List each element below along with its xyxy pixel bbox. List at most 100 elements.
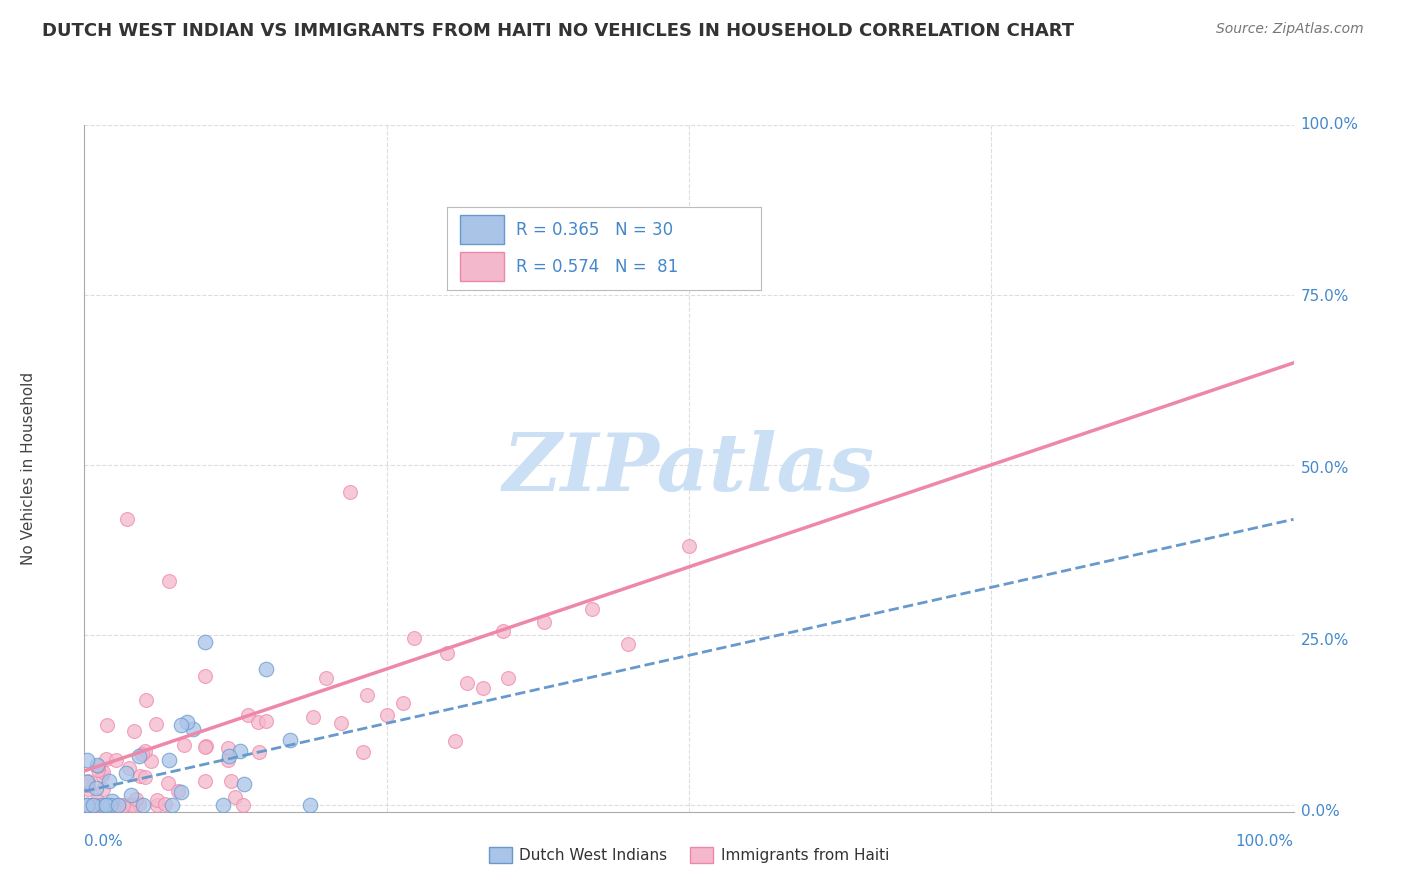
Point (496, 672, 519, 686)
Point (128, 797, 150, 811)
Point (278, 732, 301, 747)
Point (91, 782, 114, 797)
Point (122, 724, 145, 739)
Point (356, 688, 378, 702)
Point (82, 797, 104, 812)
Point (247, 745, 270, 759)
Point (232, 797, 254, 812)
Text: 25.0%: 25.0% (1301, 632, 1348, 648)
Point (86, 793, 108, 807)
Point (91, 764, 114, 779)
Point (392, 696, 415, 710)
Point (436, 647, 458, 661)
Point (194, 669, 217, 683)
Text: 50.0%: 50.0% (1301, 461, 1348, 475)
Point (146, 797, 169, 812)
Point (134, 770, 156, 784)
Point (111, 797, 134, 812)
Point (84, 797, 107, 812)
Point (76, 753, 98, 767)
Point (194, 739, 217, 753)
Point (472, 681, 495, 695)
Point (533, 615, 555, 629)
Point (96, 797, 118, 812)
Point (131, 747, 153, 761)
Point (194, 634, 217, 648)
Point (121, 797, 143, 812)
Point (87, 763, 110, 777)
Point (375, 707, 398, 722)
Point (125, 791, 148, 805)
Point (176, 714, 198, 729)
Point (77, 797, 100, 812)
Point (233, 777, 256, 791)
Point (129, 770, 152, 784)
Point (492, 624, 515, 638)
Point (76, 797, 98, 812)
Text: R = 0.574   N =  81: R = 0.574 N = 81 (516, 258, 679, 276)
Point (167, 784, 190, 798)
Point (217, 753, 239, 767)
Point (94, 797, 117, 812)
Point (103, 797, 125, 812)
Point (173, 739, 195, 753)
Point (617, 637, 640, 651)
Point (104, 753, 127, 767)
Point (194, 740, 217, 755)
Point (298, 797, 321, 812)
Point (94, 797, 117, 812)
Point (134, 744, 156, 758)
Text: 0.0%: 0.0% (84, 834, 124, 849)
Point (118, 761, 141, 775)
Text: 0.0%: 0.0% (1301, 805, 1340, 819)
Point (194, 774, 217, 789)
Point (128, 749, 150, 764)
Point (155, 797, 177, 812)
Point (132, 797, 155, 812)
Point (77, 797, 100, 812)
Point (339, 485, 361, 500)
Point (456, 675, 478, 690)
Point (145, 792, 167, 806)
Point (254, 714, 277, 728)
Text: No Vehicles in Household: No Vehicles in Household (21, 372, 35, 565)
Point (211, 797, 233, 812)
Point (217, 741, 239, 756)
Point (107, 797, 129, 812)
Point (94, 752, 117, 766)
Point (145, 717, 167, 731)
Point (115, 512, 138, 526)
Point (76, 797, 98, 812)
Point (101, 794, 124, 808)
Point (218, 748, 240, 763)
Text: R = 0.365   N = 30: R = 0.365 N = 30 (516, 220, 673, 238)
Point (139, 754, 162, 768)
Point (330, 716, 353, 731)
Point (76, 775, 98, 789)
Point (77, 797, 100, 812)
Point (160, 797, 183, 812)
Point (302, 710, 325, 724)
Point (77, 797, 100, 812)
Point (170, 718, 193, 732)
Point (247, 714, 270, 729)
Point (77, 797, 100, 812)
Point (89, 797, 111, 812)
Point (98, 797, 121, 812)
Point (80, 797, 103, 812)
Legend: Dutch West Indians, Immigrants from Haiti: Dutch West Indians, Immigrants from Hait… (482, 841, 896, 870)
Point (79, 797, 101, 812)
Point (87, 797, 110, 812)
Point (90, 768, 112, 782)
Text: 100.0%: 100.0% (1236, 834, 1294, 849)
Point (157, 574, 180, 588)
FancyBboxPatch shape (460, 252, 503, 282)
Point (581, 602, 603, 616)
Point (402, 631, 425, 645)
Point (86, 757, 108, 772)
Text: Source: ZipAtlas.com: Source: ZipAtlas.com (1216, 22, 1364, 37)
Point (87, 797, 110, 812)
Point (77, 773, 100, 788)
Point (77, 797, 100, 812)
Point (229, 744, 252, 758)
